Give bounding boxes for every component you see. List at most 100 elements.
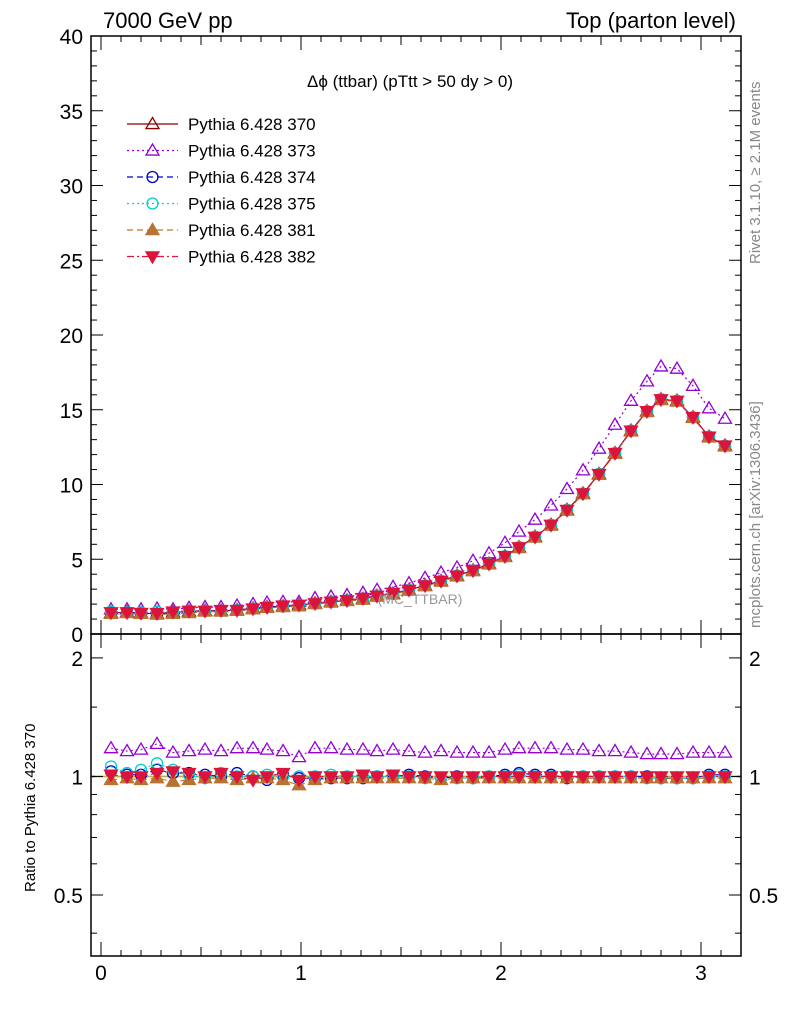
- ratio-point: [417, 771, 433, 785]
- data-point: [639, 406, 655, 420]
- data-point: [685, 378, 701, 392]
- ratio-point: [717, 744, 733, 758]
- ratio-point: [591, 743, 607, 757]
- ratio-y-tick-label-right: 0.5: [749, 885, 778, 908]
- data-point: [213, 604, 229, 618]
- ratio-point: [385, 741, 401, 755]
- ratio-point: [369, 771, 385, 785]
- legend-entry: Pythia 6.428 370: [127, 115, 316, 134]
- data-point: [497, 535, 513, 549]
- data-point: [717, 440, 733, 454]
- data-point: [653, 358, 669, 372]
- ratio-point: [653, 746, 669, 760]
- ratio-point: [575, 741, 591, 755]
- ratio-point: [165, 744, 181, 758]
- ratio-point: [639, 746, 655, 760]
- data-point: [559, 504, 575, 518]
- ratio-point: [685, 771, 701, 785]
- data-point: [685, 412, 701, 426]
- ratio-point: [275, 767, 291, 781]
- ratio-plot-frame: [90, 633, 742, 957]
- ratio-point: [150, 757, 164, 770]
- ratio-point: [119, 743, 135, 757]
- ratio-point: [607, 743, 623, 757]
- ratio-series-pythia-6-428-382: [103, 766, 733, 788]
- legend-marker: [146, 170, 159, 184]
- legend-entry: Pythia 6.428 382: [127, 248, 316, 267]
- series-pythia-6-428-382: [103, 394, 733, 621]
- data-point: [527, 511, 543, 525]
- ratio-point: [307, 740, 323, 754]
- ratio-point: [369, 743, 385, 757]
- ratio-point: [229, 771, 245, 785]
- data-point: [307, 598, 323, 612]
- ratio-point: [401, 743, 417, 757]
- ratio-y-tick-label-right: 2: [749, 648, 761, 671]
- ratio-point: [213, 743, 229, 757]
- ratio-point: [259, 771, 275, 785]
- data-point: [701, 400, 717, 414]
- legend-marker: [144, 222, 161, 236]
- data-point: [433, 575, 449, 589]
- ratio-point: [701, 744, 717, 758]
- legend-entry: Pythia 6.428 373: [127, 142, 316, 161]
- ratio-series-pythia-6-428-373: [103, 736, 733, 763]
- series-line-pythia-6-428-381: [110, 399, 726, 616]
- ratio-point: [197, 741, 213, 755]
- ratio-point: [685, 744, 701, 758]
- legend-marker: [144, 251, 161, 265]
- data-point: [385, 587, 401, 601]
- ratio-point: [559, 771, 575, 785]
- legend-label: Pythia 6.428 375: [188, 195, 316, 214]
- ratio-line-pythia-6-428-381: [110, 777, 725, 786]
- data-point: [623, 392, 639, 406]
- legend-label: Pythia 6.428 370: [188, 115, 316, 134]
- data-point: [591, 440, 607, 454]
- data-point: [323, 596, 339, 610]
- ratio-y-tick-label-right: 1: [749, 766, 761, 789]
- ratio-point: [465, 771, 481, 785]
- data-point: [369, 590, 385, 604]
- data-point: [591, 468, 607, 482]
- data-point: [259, 601, 275, 615]
- ratio-point: [481, 744, 497, 758]
- ratio-y-tick-label: 2: [71, 648, 83, 671]
- legend-marker: [144, 116, 161, 130]
- ratio-point: [133, 741, 149, 755]
- series-line-pythia-6-428-374: [110, 398, 726, 615]
- ratio-series-pythia-6-428-375: [104, 757, 732, 785]
- data-point: [181, 605, 197, 619]
- ratio-point: [449, 744, 465, 758]
- ratio-point: [291, 749, 307, 763]
- ratio-point: [527, 771, 543, 785]
- ratio-y-axis-label: Ratio to Pythia 6.428 370: [22, 724, 39, 892]
- data-point: [717, 410, 733, 424]
- data-point: [103, 607, 119, 621]
- ratio-line-pythia-6-428-374: [110, 769, 725, 781]
- legend-marker: [144, 142, 161, 156]
- data-point: [669, 395, 685, 409]
- ratio-point: [607, 771, 623, 785]
- ratio-point: [259, 741, 275, 755]
- plot-title: Δϕ (ttbar) (pTtt > 50 dy > 0): [307, 72, 513, 91]
- data-point: [291, 599, 307, 613]
- main-y-tick-label: 35: [60, 101, 83, 124]
- main-y-tick-label: 40: [60, 26, 83, 49]
- ratio-point: [639, 771, 655, 785]
- legend-entry: Pythia 6.428 374: [127, 168, 316, 187]
- ratio-point: [119, 771, 135, 785]
- series-line-pythia-6-428-373: [111, 365, 726, 610]
- rivet-label: Rivet 3.1.10, ≥ 2.1M events: [747, 82, 764, 265]
- data-point: [401, 584, 417, 598]
- ratio-y-tick-label: 1: [71, 766, 83, 789]
- data-point: [559, 481, 575, 495]
- x-tick-label: 0: [95, 962, 107, 985]
- ratio-point: [591, 771, 607, 785]
- main-y-tick-label: 10: [60, 475, 83, 498]
- ratio-y-tick-label: 0.5: [54, 885, 83, 908]
- data-point: [669, 360, 685, 374]
- x-tick-label: 1: [295, 962, 307, 985]
- ratio-point: [165, 766, 181, 780]
- x-tick-label: 3: [695, 962, 707, 985]
- data-point: [133, 607, 149, 621]
